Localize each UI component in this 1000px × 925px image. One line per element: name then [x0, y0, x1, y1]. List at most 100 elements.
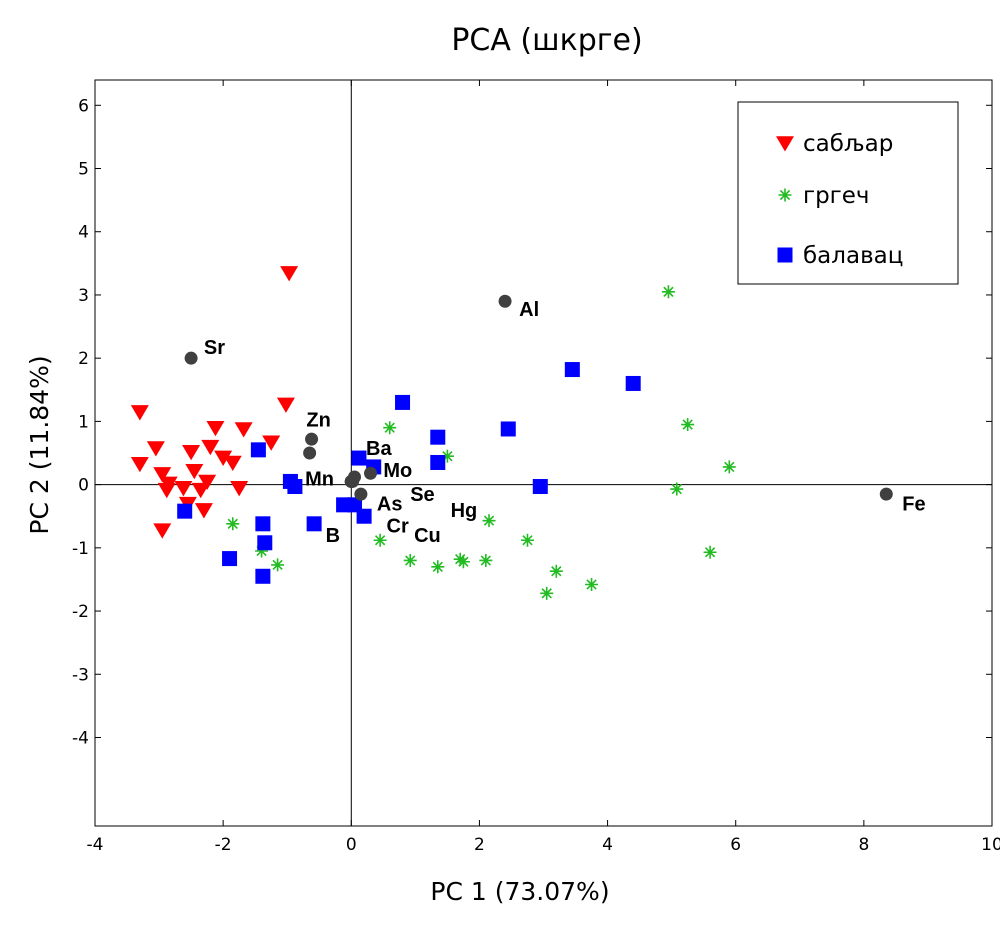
data-point-series-0	[174, 481, 193, 497]
data-point-series-0	[153, 467, 172, 483]
data-point-series-0	[194, 503, 213, 519]
variable-label-zn: Zn	[306, 409, 330, 431]
y-axis-label: PC 2 (11.84%)	[25, 355, 54, 534]
variable-label-as: As	[377, 494, 403, 516]
variable-label-mo: Mo	[383, 460, 412, 482]
data-point-series-0	[198, 474, 217, 490]
variable-label-hg: Hg	[451, 500, 478, 522]
x-tick-label: 2	[474, 835, 485, 855]
legend-label-series-1: гргеч	[803, 183, 870, 209]
data-point-series-2	[255, 516, 271, 532]
data-point-series-0	[230, 481, 249, 497]
x-tick-label: 10	[981, 835, 1000, 855]
y-tick-label: 4	[78, 223, 89, 243]
data-point-series-2	[430, 429, 446, 445]
variable-point-as	[354, 487, 368, 501]
x-tick-label: -2	[215, 835, 232, 855]
variable-label-mn: Mn	[305, 468, 334, 490]
chart-title: PCA (шкрге)	[451, 23, 642, 58]
data-point-series-2	[532, 479, 548, 495]
data-point-series-0	[280, 266, 299, 282]
data-point-series-1	[722, 460, 736, 474]
x-tick-label: 6	[730, 835, 741, 855]
data-point-series-0	[206, 420, 225, 437]
variable-label-ba: Ba	[366, 438, 392, 460]
data-point-series-2	[255, 568, 271, 584]
data-point-series-2	[500, 421, 516, 437]
variable-label-se: Se	[410, 484, 434, 506]
y-tick-label: 5	[78, 160, 89, 180]
data-point-series-1	[549, 564, 563, 578]
data-point-series-0	[223, 455, 242, 472]
y-tick-label: -3	[72, 665, 89, 685]
data-point-series-0	[182, 444, 201, 461]
data-point-series-1	[373, 533, 387, 547]
data-point-series-1	[670, 482, 684, 496]
data-point-series-0	[262, 435, 281, 451]
legend-label-series-0: сабљар	[803, 131, 893, 157]
data-point-series-2	[430, 454, 446, 470]
data-point-series-1	[440, 449, 454, 463]
data-point-series-2	[395, 394, 411, 410]
data-point-series-2	[250, 442, 266, 458]
legend-box	[737, 101, 959, 285]
data-point-series-2	[257, 535, 273, 551]
legend-marker-series-0	[776, 136, 794, 152]
data-point-series-2	[222, 551, 238, 567]
data-point-series-1	[453, 552, 467, 566]
variable-label-al: Al	[519, 299, 539, 321]
data-point-series-2	[564, 362, 580, 378]
data-point-series-1	[482, 514, 496, 528]
legend: сабљар гргеч балавац	[737, 101, 959, 285]
data-point-series-1	[383, 421, 397, 435]
variable-label-sr: Sr	[204, 337, 225, 359]
data-point-series-0	[185, 463, 204, 480]
data-point-series-0	[157, 482, 176, 499]
data-point-series-1	[255, 544, 269, 558]
y-tick-label: 1	[78, 412, 89, 432]
data-point-series-1	[585, 577, 599, 591]
data-point-series-2	[356, 508, 372, 524]
variable-point-fe	[879, 487, 893, 501]
variable-point-mn	[303, 446, 317, 460]
legend-marker-series-2	[777, 247, 793, 263]
data-point-series-0	[146, 441, 165, 457]
variable-label-cr: Cr	[387, 516, 409, 538]
data-point-series-2	[306, 516, 322, 532]
data-point-series-1	[431, 560, 445, 574]
data-point-series-2	[346, 497, 362, 513]
data-point-series-1	[403, 553, 417, 567]
x-tick-label: 4	[602, 835, 613, 855]
variable-label-cu: Cu	[414, 525, 441, 547]
data-point-series-1	[226, 517, 240, 531]
data-point-series-1	[479, 553, 493, 567]
variable-point-zn	[305, 432, 319, 446]
x-axis-label: PC 1 (73.07%)	[430, 877, 609, 906]
legend-marker-series-1	[778, 188, 792, 202]
data-point-series-1	[661, 285, 675, 299]
data-point-series-2	[287, 479, 303, 495]
x-tick-label: 8	[858, 835, 869, 855]
y-tick-label: 0	[78, 476, 89, 496]
x-tick-label: -4	[87, 835, 104, 855]
y-tick-label: 2	[78, 349, 89, 369]
y-tick-label: 6	[78, 96, 89, 116]
data-point-series-1	[681, 418, 695, 432]
y-tick-label: -4	[72, 728, 89, 748]
data-point-series-2	[177, 503, 193, 519]
data-point-series-2	[625, 375, 641, 391]
legend-label-series-2: балавац	[803, 243, 903, 269]
variable-point-al	[498, 294, 512, 308]
y-tick-label: 3	[78, 286, 89, 306]
variable-point-hg	[344, 474, 358, 488]
data-point-series-0	[130, 405, 149, 421]
marks-layer	[130, 266, 893, 600]
data-point-series-0	[234, 422, 253, 438]
data-point-series-1	[703, 545, 717, 559]
data-point-series-1	[540, 586, 554, 600]
x-tick-label: 0	[346, 835, 357, 855]
data-point-series-0	[130, 456, 149, 473]
variable-label-b: B	[326, 525, 340, 547]
